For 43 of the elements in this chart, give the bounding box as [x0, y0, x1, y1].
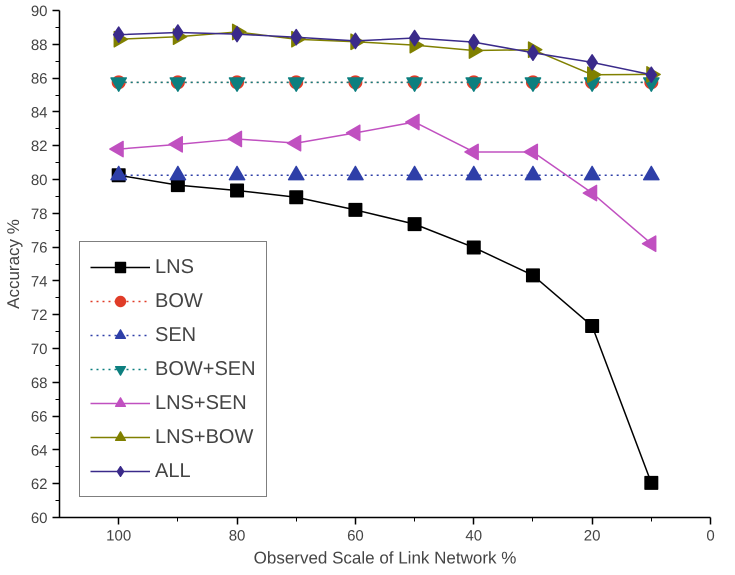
legend-label: LNS	[155, 254, 194, 280]
y-tick-label: 90	[30, 3, 48, 20]
legend-label: BOW	[155, 288, 203, 314]
point	[230, 183, 244, 198]
point	[348, 202, 362, 217]
y-tick-label: 84	[30, 104, 48, 122]
y-tick-label: 88	[30, 36, 48, 54]
point	[526, 268, 540, 282]
x-axis-title: Observed Scale of Link Network %	[254, 548, 516, 568]
point	[468, 34, 480, 51]
y-tick-label: 70	[30, 341, 48, 358]
point	[585, 319, 600, 334]
y-axis-title: Accuracy %	[4, 219, 23, 309]
point	[289, 190, 304, 204]
x-tick-label: 40	[465, 528, 482, 544]
y-tick-label: 82	[30, 138, 48, 156]
y-tick-label: 76	[30, 240, 48, 257]
x-tick-label: 0	[706, 528, 715, 544]
legend-label: LNS+BOW	[155, 424, 254, 450]
point	[112, 26, 125, 44]
point	[290, 28, 302, 46]
point	[466, 240, 481, 254]
x-tick-label: 20	[584, 528, 600, 544]
legend-label: ALL	[155, 458, 191, 484]
y-tick-label: 80	[30, 172, 48, 189]
legend-label: LNS+SEN	[155, 390, 247, 416]
point	[645, 66, 658, 84]
y-tick-label: 72	[30, 307, 48, 324]
y-tick-label: 68	[30, 374, 48, 392]
y-tick-label: 86	[30, 70, 48, 88]
y-tick-label: 60	[30, 510, 48, 527]
x-tick-label: 100	[106, 528, 132, 544]
y-tick-label: 66	[30, 408, 48, 426]
y-tick-label: 64	[30, 442, 48, 460]
point	[644, 476, 658, 490]
y-tick-label: 74	[30, 273, 48, 290]
point	[408, 217, 422, 232]
y-tick-label: 78	[30, 206, 48, 223]
legend-label: BOW+SEN	[155, 356, 256, 382]
x-tick-label: 80	[228, 528, 246, 544]
y-tick-label: 62	[30, 476, 48, 494]
x-tick-label: 60	[347, 528, 364, 544]
legend-label: SEN	[155, 322, 196, 348]
